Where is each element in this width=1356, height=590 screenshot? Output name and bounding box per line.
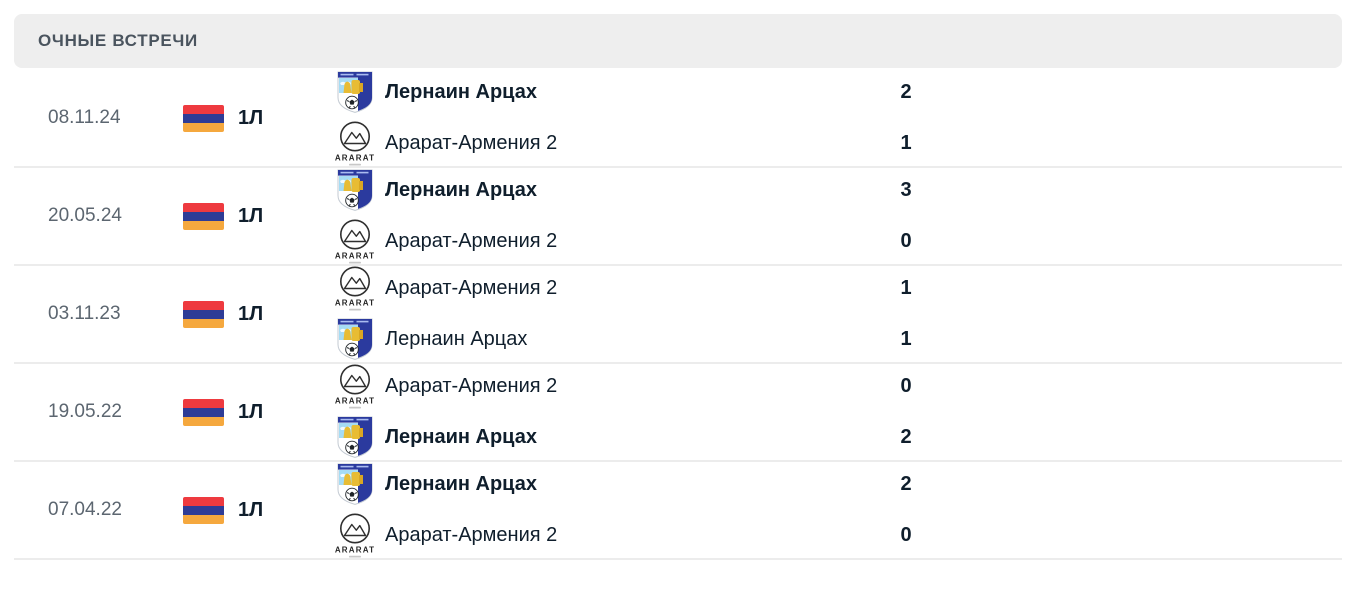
away-team-logo-icon: ARARAT xyxy=(335,218,375,266)
away-team-line: Лернаин Арцах 1 xyxy=(335,317,929,362)
home-team-name: Лернаин Арцах xyxy=(385,81,537,103)
away-team-logo-icon xyxy=(335,316,375,364)
match-row[interactable]: 19.05.22 1Л ARARAT Арарат-Армения 2 0 Ле… xyxy=(14,364,1342,462)
home-team-logo-icon xyxy=(335,69,375,117)
away-team-name: Арарат-Армения 2 xyxy=(385,132,558,154)
away-team-name: Арарат-Армения 2 xyxy=(385,230,558,252)
away-team-score: 1 xyxy=(900,132,912,154)
home-team-logo-icon: ARARAT xyxy=(335,363,375,411)
match-date: 08.11.24 xyxy=(48,107,121,128)
league-label: 1Л xyxy=(238,106,264,129)
league-cell: 1Л xyxy=(183,104,335,132)
teams-cell: Лернаин Арцах 3 ARARAT Арарат-Армения 2 … xyxy=(335,168,929,264)
home-team-name: Лернаин Арцах xyxy=(385,179,537,201)
armenia-flag-icon xyxy=(183,202,224,230)
away-team-score: 2 xyxy=(900,426,912,448)
away-team-score: 0 xyxy=(900,524,912,546)
ararat-logo-text: ARARAT xyxy=(335,299,375,308)
ararat-logo-text: ARARAT xyxy=(335,397,375,406)
home-team-score: 2 xyxy=(900,81,912,103)
match-row[interactable]: 20.05.24 1Л Лернаин Арцах 3 ARARAT Арара… xyxy=(14,168,1342,266)
home-team-line: ARARAT Арарат-Армения 2 0 xyxy=(335,364,929,409)
league-cell: 1Л xyxy=(183,202,335,230)
away-team-name: Лернаин Арцах xyxy=(385,328,528,350)
home-team-score: 3 xyxy=(900,179,912,201)
home-team-line: ARARAT Арарат-Армения 2 1 xyxy=(335,266,929,311)
home-team-score: 2 xyxy=(900,473,912,495)
home-team-line: Лернаин Арцах 2 xyxy=(335,70,929,115)
league-label: 1Л xyxy=(238,204,264,227)
away-team-line: ARARAT Арарат-Армения 2 0 xyxy=(335,513,929,558)
home-team-line: Лернаин Арцах 3 xyxy=(335,168,929,213)
league-cell: 1Л xyxy=(183,398,335,426)
ararat-logo-text: ARARAT xyxy=(335,154,375,163)
armenia-flag-icon xyxy=(183,496,224,524)
match-row[interactable]: 08.11.24 1Л Лернаин Арцах 2 ARARAT Арара… xyxy=(14,70,1342,168)
home-team-name: Лернаин Арцах xyxy=(385,473,537,495)
match-date: 19.05.22 xyxy=(48,401,122,422)
home-team-name: Арарат-Армения 2 xyxy=(385,375,558,397)
away-team-score: 0 xyxy=(900,230,912,252)
away-team-line: Лернаин Арцах 2 xyxy=(335,415,929,460)
match-row[interactable]: 07.04.22 1Л Лернаин Арцах 2 ARARAT Арара… xyxy=(14,462,1342,560)
home-team-logo-icon xyxy=(335,167,375,215)
armenia-flag-icon xyxy=(183,104,224,132)
away-team-logo-icon: ARARAT xyxy=(335,512,375,560)
match-date: 03.11.23 xyxy=(48,303,121,324)
armenia-flag-icon xyxy=(183,398,224,426)
ararat-logo-text: ARARAT xyxy=(335,252,375,261)
away-team-name: Арарат-Армения 2 xyxy=(385,524,558,546)
home-team-line: Лернаин Арцах 2 xyxy=(335,462,929,507)
section-title: ОЧНЫЕ ВСТРЕЧИ xyxy=(38,31,198,50)
away-team-score: 1 xyxy=(900,328,912,350)
match-list: 08.11.24 1Л Лернаин Арцах 2 ARARAT Арара… xyxy=(14,70,1342,560)
league-cell: 1Л xyxy=(183,300,335,328)
away-team-name: Лернаин Арцах xyxy=(385,426,537,448)
away-team-logo-icon: ARARAT xyxy=(335,120,375,168)
teams-cell: Лернаин Арцах 2 ARARAT Арарат-Армения 2 … xyxy=(335,70,929,166)
match-row[interactable]: 03.11.23 1Л ARARAT Арарат-Армения 2 1 Ле… xyxy=(14,266,1342,364)
away-team-line: ARARAT Арарат-Армения 2 0 xyxy=(335,219,929,264)
armenia-flag-icon xyxy=(183,300,224,328)
home-team-name: Арарат-Армения 2 xyxy=(385,277,558,299)
league-label: 1Л xyxy=(238,400,264,423)
home-team-logo-icon xyxy=(335,461,375,509)
home-team-logo-icon: ARARAT xyxy=(335,265,375,313)
league-label: 1Л xyxy=(238,498,264,521)
teams-cell: ARARAT Арарат-Армения 2 1 Лернаин Арцах … xyxy=(335,266,929,362)
match-date: 07.04.22 xyxy=(48,499,122,520)
away-team-line: ARARAT Арарат-Армения 2 1 xyxy=(335,121,929,166)
home-team-score: 0 xyxy=(900,375,912,397)
section-header: ОЧНЫЕ ВСТРЕЧИ xyxy=(14,14,1342,68)
league-label: 1Л xyxy=(238,302,264,325)
teams-cell: Лернаин Арцах 2 ARARAT Арарат-Армения 2 … xyxy=(335,462,929,558)
away-team-logo-icon xyxy=(335,414,375,462)
teams-cell: ARARAT Арарат-Армения 2 0 Лернаин Арцах … xyxy=(335,364,929,460)
match-date: 20.05.24 xyxy=(48,205,122,226)
head-to-head-widget: ОЧНЫЕ ВСТРЕЧИ 08.11.24 1Л Лернаин Арцах … xyxy=(0,14,1356,590)
home-team-score: 1 xyxy=(900,277,912,299)
ararat-logo-text: ARARAT xyxy=(335,546,375,555)
league-cell: 1Л xyxy=(183,496,335,524)
